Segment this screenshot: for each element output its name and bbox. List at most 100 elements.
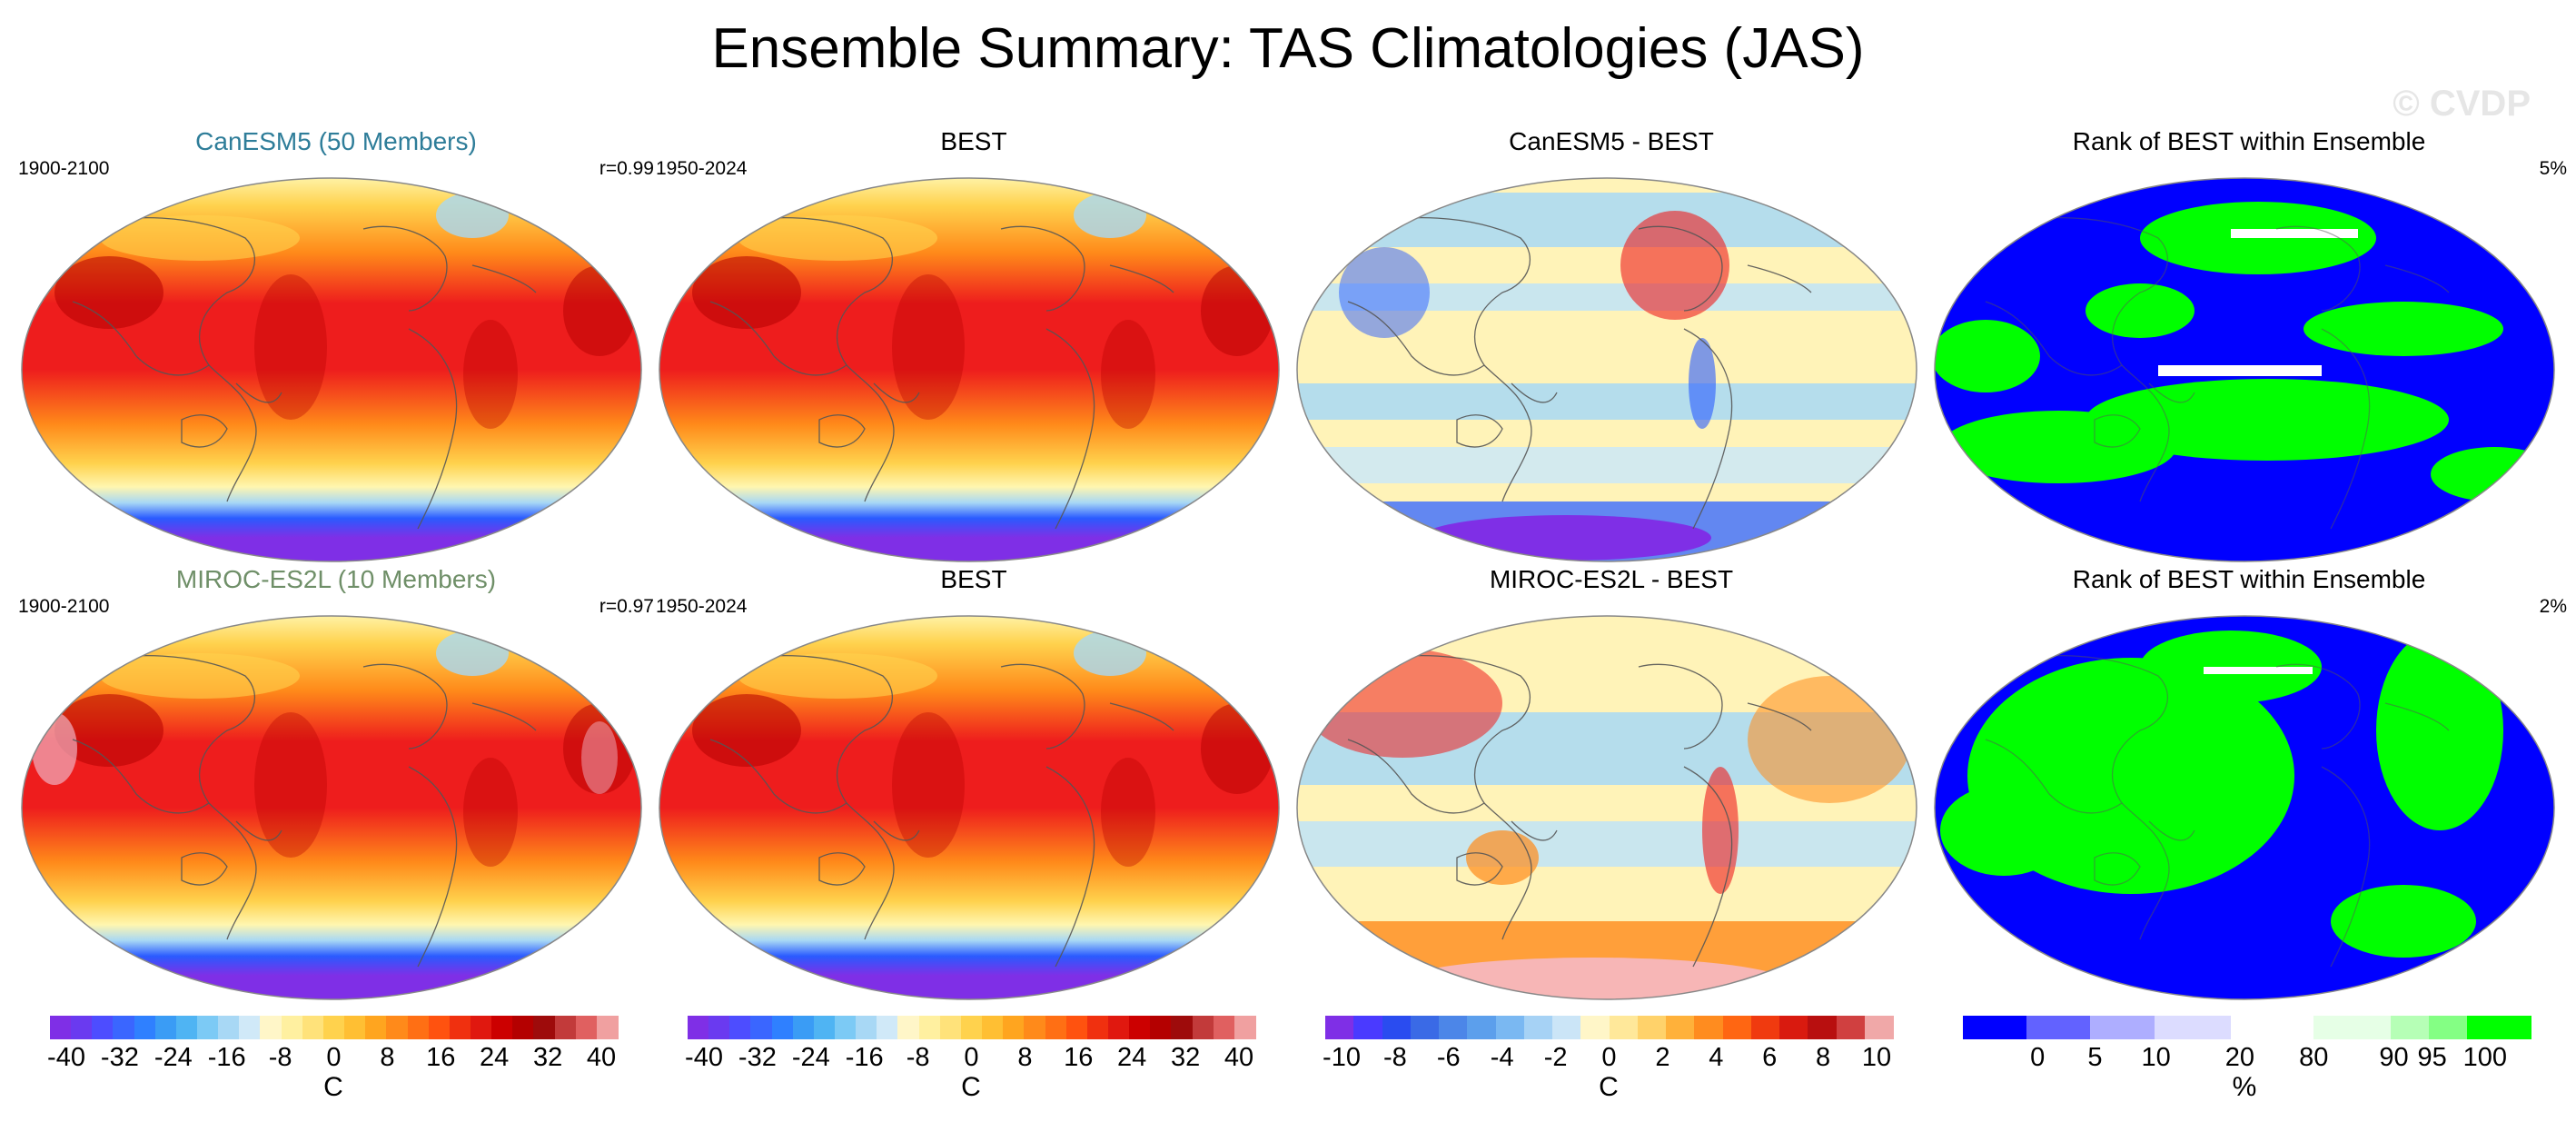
colorbar-swatch — [344, 1016, 367, 1039]
colorbar-swatch — [302, 1016, 324, 1039]
colorbar-swatch — [792, 1016, 815, 1039]
colorbar-swatch — [50, 1016, 73, 1039]
colorbar-swatch — [2154, 1016, 2232, 1039]
colorbar-tick-label: 0 — [326, 1043, 342, 1072]
panel-r2-c4: Rank of BEST within Ensemble 2% — [1931, 565, 2567, 1110]
colorbar-swatch — [239, 1016, 262, 1039]
colorbar-swatch — [1003, 1016, 1025, 1039]
clim-map — [659, 177, 1280, 562]
colorbar-tick-label: 8 — [1017, 1043, 1033, 1072]
colorbar-swatch — [982, 1016, 1005, 1039]
panel-period-label: 1950-2024 — [656, 596, 748, 617]
colorbar-tick-label: 90 — [2379, 1043, 2409, 1072]
clim-map — [21, 615, 642, 1000]
panel-r2-c2: BEST 1950-2024 — [656, 565, 1292, 1110]
colorbar-swatch — [2466, 1016, 2531, 1039]
colorbar-swatch — [1045, 1016, 1067, 1039]
colorbar-swatch — [491, 1016, 514, 1039]
colorbar-swatch — [2313, 1016, 2392, 1039]
colorbar-swatch — [1150, 1016, 1173, 1039]
colorbar-unit: C — [961, 1072, 981, 1102]
colorbar-tick-label: -32 — [100, 1043, 139, 1072]
rank-map — [1934, 177, 2555, 562]
panel-r1-c1: CanESM5 (50 Members) 1900-2100 r=0.99 — [18, 127, 654, 672]
colorbar-swatch — [2230, 1016, 2315, 1039]
colorbar-swatch — [554, 1016, 577, 1039]
colorbar-tick-label: 32 — [532, 1043, 563, 1072]
colorbar-swatch — [813, 1016, 837, 1039]
panel-title: BEST — [940, 127, 1007, 155]
colorbar-swatch — [960, 1016, 984, 1039]
colorbar-1: -40 -32 -24 -16 -8 0 8 16 24 32 40 C — [47, 1016, 619, 1116]
panel-r1-c2: BEST 1950-2024 — [656, 127, 1292, 672]
colorbar-tick-label: 95 — [2417, 1043, 2447, 1072]
colorbar-tick-label: 5 — [2087, 1043, 2103, 1072]
colorbar-swatch — [512, 1016, 535, 1039]
colorbar-swatch — [596, 1016, 619, 1039]
cvdp-watermark: © CVDP — [2393, 84, 2531, 124]
colorbar-swatch — [877, 1016, 899, 1039]
colorbar-swatch — [1213, 1016, 1235, 1039]
colorbar-swatch — [365, 1016, 388, 1039]
colorbar-swatch — [1107, 1016, 1131, 1039]
colorbar-swatch — [1065, 1016, 1088, 1039]
colorbar-tick-label: -16 — [207, 1043, 246, 1072]
clim-map — [659, 615, 1280, 1000]
colorbar-swatch — [1864, 1016, 1894, 1039]
colorbar-swatch — [1963, 1016, 2028, 1039]
colorbar-tick-label: 16 — [426, 1043, 456, 1072]
colorbar-swatch — [1325, 1016, 1355, 1039]
colorbar-swatch — [2026, 1016, 2092, 1039]
colorbar-swatch — [154, 1016, 177, 1039]
colorbar-swatch — [533, 1016, 556, 1039]
colorbar-tick-label: 40 — [1224, 1043, 1254, 1072]
panel-stat-label: r=0.97 — [599, 596, 654, 617]
colorbar-unit: % — [2232, 1072, 2257, 1102]
panel-r1-c3: CanESM5 - BEST — [1293, 127, 1929, 672]
colorbar-swatch — [470, 1016, 493, 1039]
colorbar-tick-label: -16 — [845, 1043, 884, 1072]
colorbar-swatch — [1722, 1016, 1752, 1039]
colorbar-tick-label: -8 — [1382, 1043, 1407, 1072]
colorbar-swatch — [1382, 1016, 1412, 1039]
colorbar-swatch — [1495, 1016, 1525, 1039]
colorbar-swatch — [113, 1016, 135, 1039]
panel-stat-label: 2% — [2539, 596, 2567, 617]
colorbar-tick-label: -6 — [1436, 1043, 1461, 1072]
colorbar-tick-label: -4 — [1490, 1043, 1514, 1072]
colorbar-swatch — [708, 1016, 731, 1039]
colorbar-swatch — [71, 1016, 94, 1039]
colorbar-swatch — [218, 1016, 241, 1039]
colorbar-swatch — [1129, 1016, 1152, 1039]
colorbar-swatch — [1171, 1016, 1194, 1039]
colorbar-swatch — [197, 1016, 220, 1039]
colorbar-tick-label: -24 — [791, 1043, 830, 1072]
colorbar-swatch — [897, 1016, 920, 1039]
colorbar-swatch — [1552, 1016, 1582, 1039]
colorbar-swatch — [1234, 1016, 1256, 1039]
rank-map — [1934, 615, 2555, 1000]
colorbar-3: -10 -8 -6 -4 -2 0 2 4 6 8 10 C — [1323, 1016, 1894, 1116]
figure-title: Ensemble Summary: TAS Climatologies (JAS… — [711, 17, 1865, 80]
colorbar-tick-label: 20 — [2224, 1043, 2255, 1072]
colorbar-swatch — [1086, 1016, 1109, 1039]
colorbar-swatch — [92, 1016, 114, 1039]
clim-map — [21, 177, 642, 562]
colorbar-tick-label: -40 — [685, 1043, 723, 1072]
colorbar-swatch — [575, 1016, 598, 1039]
colorbar-4: 0 5 10 20 80 90 95 100% — [1963, 1016, 2531, 1116]
panel-title: CanESM5 - BEST — [1509, 127, 1714, 155]
colorbar-swatch — [1353, 1016, 1383, 1039]
colorbar-swatch — [1580, 1016, 1610, 1039]
colorbar-swatch — [1836, 1016, 1866, 1039]
colorbar-tick-label: 0 — [2030, 1043, 2046, 1072]
colorbar-tick-label: 10 — [2141, 1043, 2171, 1072]
colorbar-swatch — [1637, 1016, 1667, 1039]
colorbar-tick-label: -32 — [738, 1043, 777, 1072]
colorbar-tick-label: 40 — [586, 1043, 617, 1072]
colorbar-tick-label: -40 — [47, 1043, 85, 1072]
panel-r2-c1: MIROC-ES2L (10 Members) 1900-2100 r=0.97 — [18, 565, 654, 1110]
panel-title: Rank of BEST within Ensemble — [2072, 565, 2426, 593]
colorbar-swatch — [449, 1016, 471, 1039]
colorbar-swatch — [1523, 1016, 1553, 1039]
